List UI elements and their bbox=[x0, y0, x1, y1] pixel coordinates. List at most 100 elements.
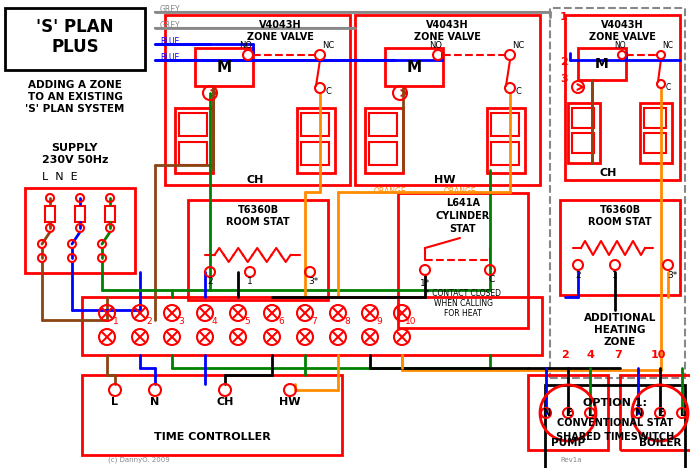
Text: 7: 7 bbox=[311, 317, 317, 327]
Text: PUMP: PUMP bbox=[551, 438, 585, 448]
Bar bbox=[369, 142, 397, 165]
Text: N: N bbox=[150, 397, 159, 407]
Text: E: E bbox=[564, 408, 571, 418]
Text: ZONE VALVE: ZONE VALVE bbox=[589, 32, 655, 42]
Text: L: L bbox=[587, 408, 593, 418]
Bar bbox=[179, 113, 207, 136]
Text: L641A: L641A bbox=[446, 198, 480, 208]
Bar bbox=[572, 133, 594, 153]
Bar bbox=[487, 108, 525, 173]
Text: NC: NC bbox=[512, 41, 524, 50]
Bar bbox=[644, 108, 666, 128]
Text: V4043H: V4043H bbox=[259, 20, 302, 30]
Text: 3: 3 bbox=[178, 317, 184, 327]
Bar bbox=[195, 48, 253, 86]
Text: C: C bbox=[489, 276, 495, 285]
Bar bbox=[82, 297, 542, 355]
Text: ZONE VALVE: ZONE VALVE bbox=[246, 32, 313, 42]
Text: GREY: GREY bbox=[160, 22, 181, 30]
Bar bbox=[355, 15, 540, 185]
Bar bbox=[175, 108, 213, 173]
Text: TO AN EXISTING: TO AN EXISTING bbox=[28, 92, 122, 102]
Text: V4043H: V4043H bbox=[601, 20, 643, 30]
Bar bbox=[620, 375, 690, 450]
Text: ROOM STAT: ROOM STAT bbox=[588, 217, 652, 227]
Text: L: L bbox=[112, 397, 119, 407]
Bar bbox=[297, 108, 335, 173]
Text: 1: 1 bbox=[247, 278, 253, 286]
Text: ZONE VALVE: ZONE VALVE bbox=[413, 32, 480, 42]
Text: NC: NC bbox=[322, 41, 334, 50]
Text: V4043H: V4043H bbox=[426, 20, 469, 30]
Text: 3: 3 bbox=[560, 74, 568, 84]
Bar bbox=[5, 8, 145, 70]
Text: M: M bbox=[217, 59, 232, 74]
Text: 10: 10 bbox=[650, 350, 666, 360]
Text: NC: NC bbox=[662, 41, 673, 50]
Bar bbox=[82, 375, 342, 455]
Text: 10: 10 bbox=[405, 317, 417, 327]
Text: 3*: 3* bbox=[667, 271, 677, 280]
Text: 2: 2 bbox=[207, 278, 213, 286]
Text: L  N  E: L N E bbox=[42, 172, 78, 182]
Text: GREY: GREY bbox=[160, 6, 181, 15]
Text: 2: 2 bbox=[560, 57, 568, 67]
Text: NO: NO bbox=[239, 41, 253, 50]
Text: E: E bbox=[657, 408, 663, 418]
Text: BLUE: BLUE bbox=[160, 37, 179, 46]
Bar bbox=[301, 142, 329, 165]
Text: Rev1a: Rev1a bbox=[560, 457, 582, 463]
Text: 6: 6 bbox=[278, 317, 284, 327]
Text: NO: NO bbox=[429, 41, 442, 50]
Text: C: C bbox=[515, 88, 521, 96]
Text: N: N bbox=[542, 408, 550, 418]
Bar bbox=[491, 142, 519, 165]
Text: PLUS: PLUS bbox=[51, 38, 99, 56]
Bar bbox=[365, 108, 403, 173]
Text: L: L bbox=[679, 408, 685, 418]
Bar bbox=[568, 103, 600, 163]
Text: 5: 5 bbox=[244, 317, 250, 327]
Bar bbox=[398, 193, 528, 328]
Text: 2: 2 bbox=[561, 350, 569, 360]
Text: T6360B: T6360B bbox=[237, 205, 279, 215]
Text: STAT: STAT bbox=[450, 224, 476, 234]
Bar bbox=[572, 108, 594, 128]
Text: ADDING A ZONE: ADDING A ZONE bbox=[28, 80, 122, 90]
Bar bbox=[385, 48, 443, 86]
Text: 2: 2 bbox=[575, 271, 581, 280]
Bar bbox=[528, 375, 608, 450]
Text: ORANGE: ORANGE bbox=[374, 188, 406, 197]
Text: BOILER: BOILER bbox=[639, 438, 681, 448]
Text: 7: 7 bbox=[614, 350, 622, 360]
Bar bbox=[179, 142, 207, 165]
Text: OPTION 1:: OPTION 1: bbox=[583, 398, 647, 408]
Text: ROOM STAT: ROOM STAT bbox=[226, 217, 290, 227]
Bar bbox=[491, 113, 519, 136]
Text: M: M bbox=[595, 57, 609, 71]
Text: HEATING: HEATING bbox=[594, 325, 646, 335]
Text: C: C bbox=[325, 88, 331, 96]
Text: HW: HW bbox=[279, 397, 301, 407]
Bar bbox=[578, 48, 626, 80]
Text: 230V 50Hz: 230V 50Hz bbox=[42, 155, 108, 165]
Text: 'S' PLAN: 'S' PLAN bbox=[37, 18, 114, 36]
Text: 'S' PLAN SYSTEM: 'S' PLAN SYSTEM bbox=[26, 104, 125, 114]
Bar bbox=[550, 8, 685, 378]
Bar bbox=[188, 200, 328, 300]
Text: 1: 1 bbox=[113, 317, 119, 327]
Bar bbox=[301, 113, 329, 136]
Text: CH: CH bbox=[246, 175, 264, 185]
Text: (c) DannyO. 2009: (c) DannyO. 2009 bbox=[108, 457, 170, 463]
Text: M: M bbox=[406, 59, 422, 74]
Bar bbox=[25, 188, 135, 273]
Text: BLUE: BLUE bbox=[160, 53, 179, 63]
Bar bbox=[545, 385, 685, 468]
Bar bbox=[644, 133, 666, 153]
Text: ZONE: ZONE bbox=[604, 337, 636, 347]
Text: 3*: 3* bbox=[308, 278, 318, 286]
Text: 2: 2 bbox=[146, 317, 152, 327]
Text: T6360B: T6360B bbox=[600, 205, 640, 215]
Bar bbox=[165, 15, 350, 185]
Bar bbox=[560, 200, 680, 295]
